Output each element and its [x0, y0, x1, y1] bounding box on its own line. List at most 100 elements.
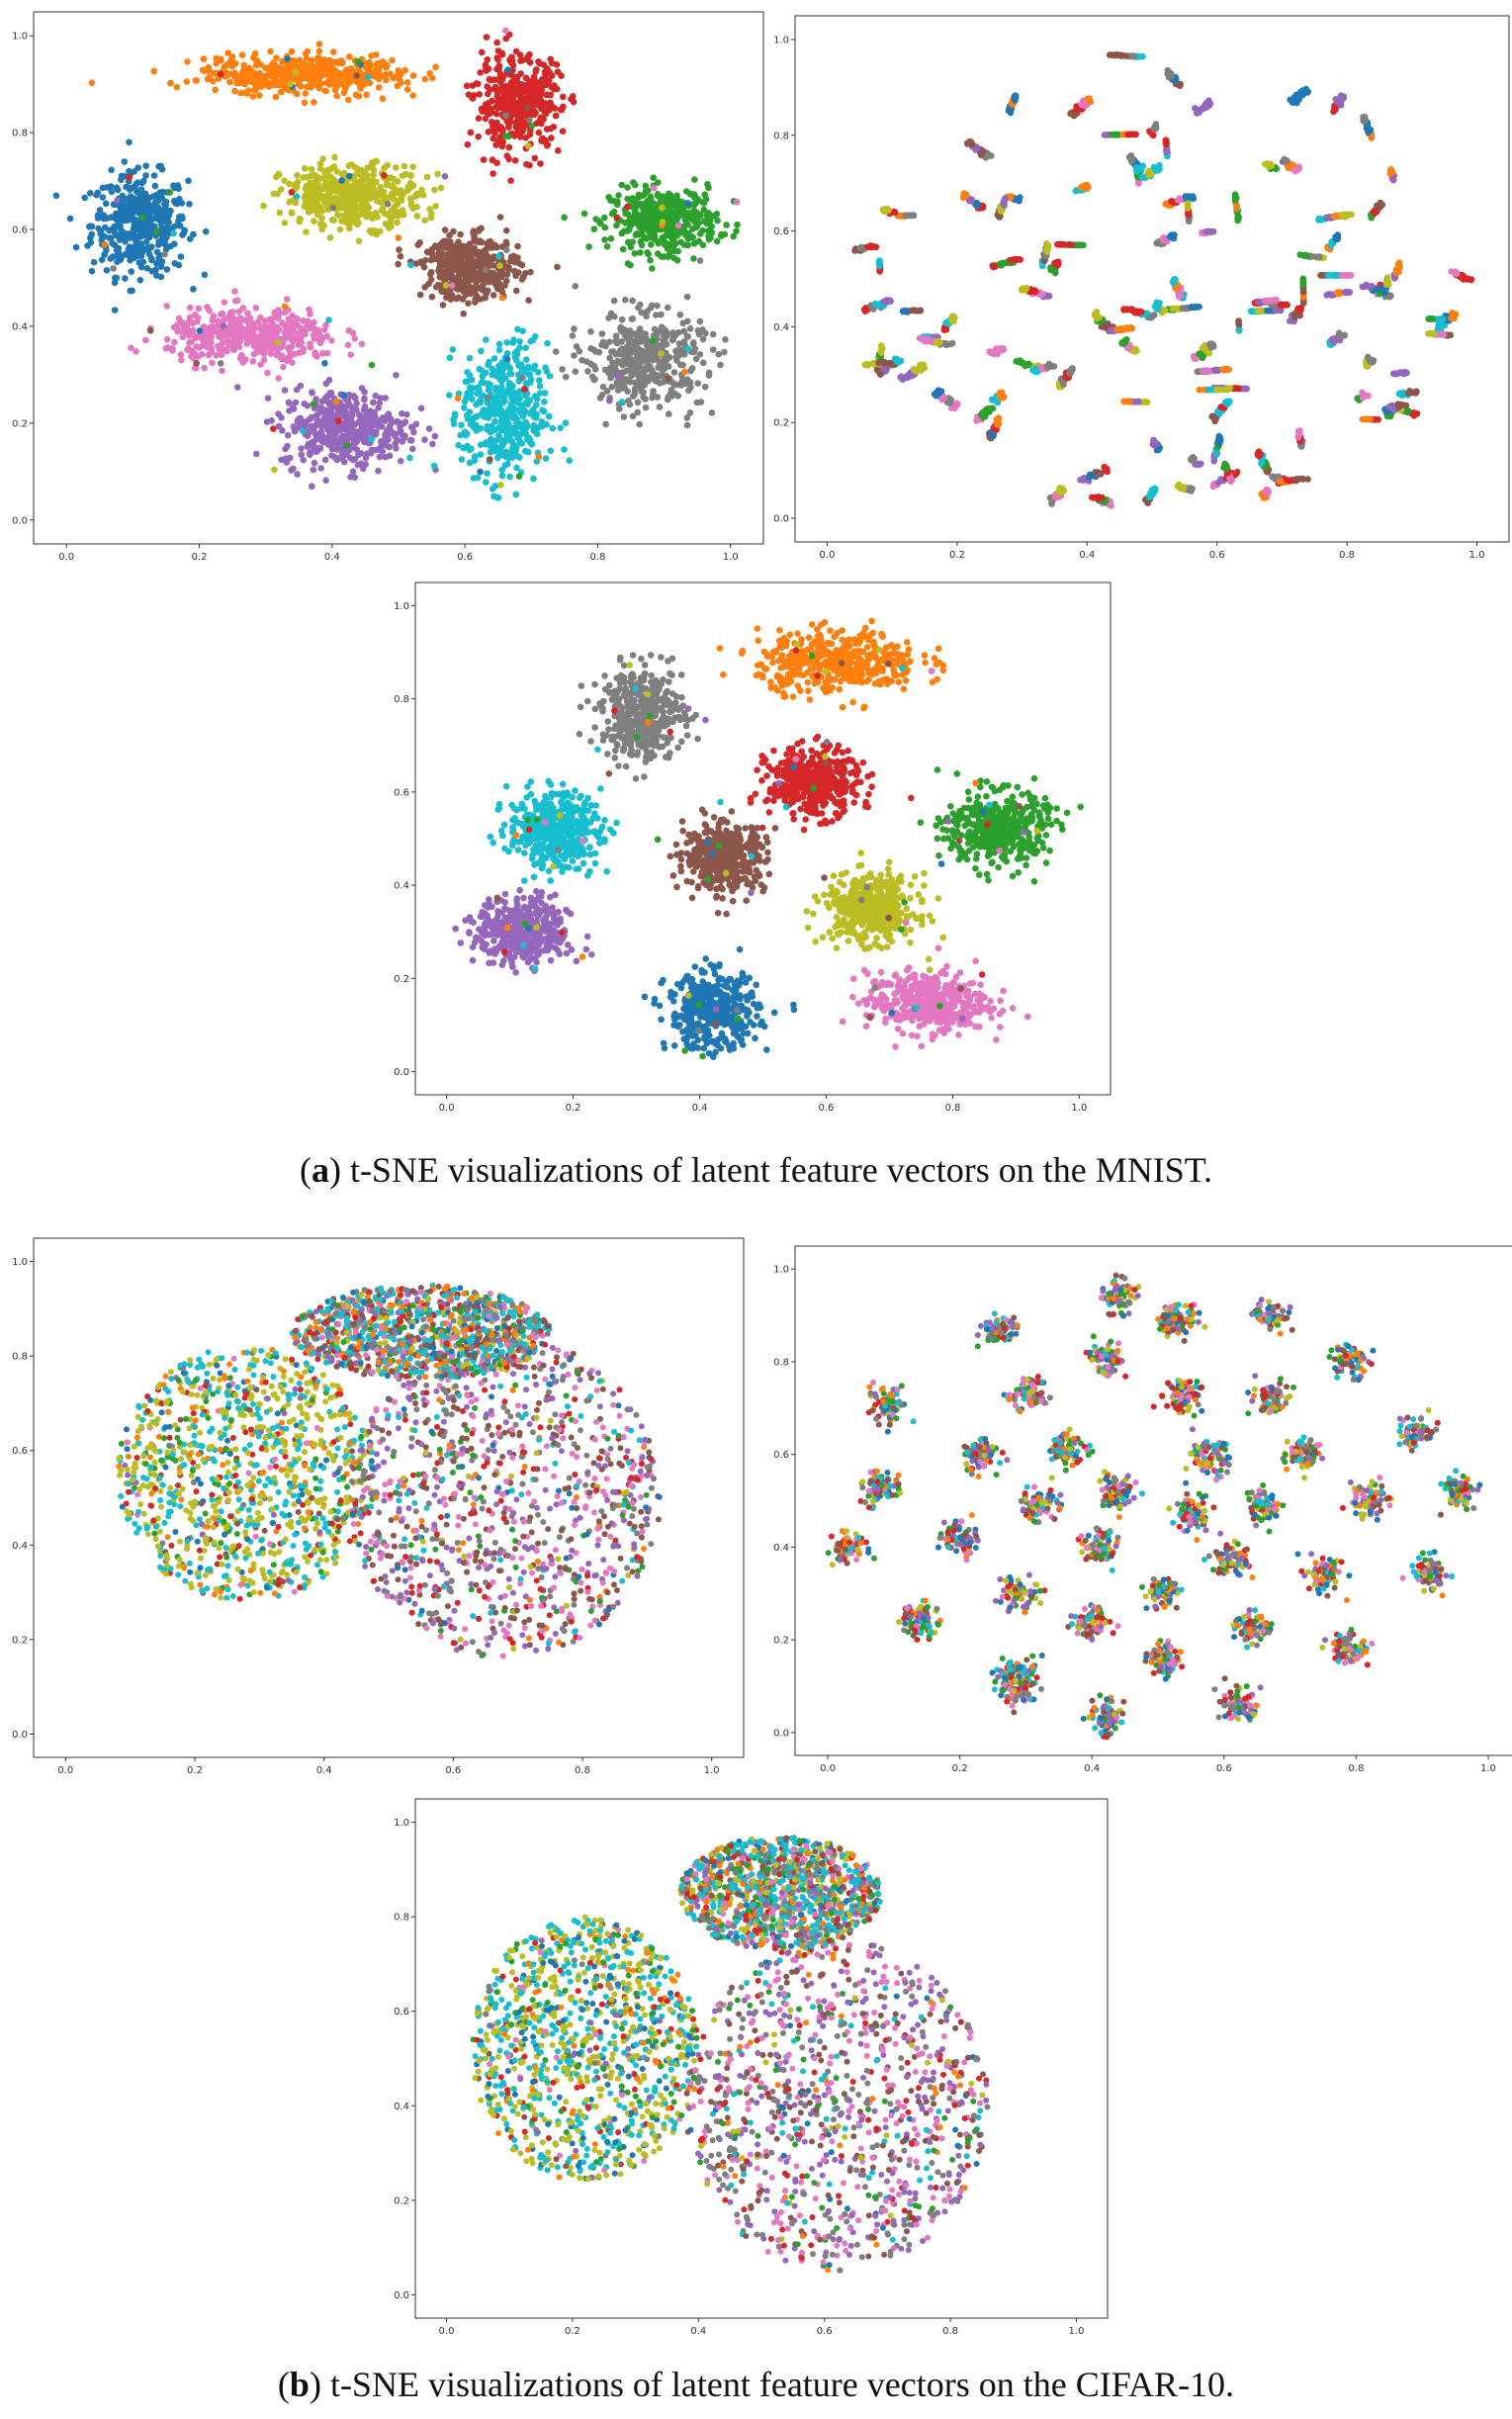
scatter-point	[137, 263, 145, 271]
scatter-point	[552, 112, 560, 120]
scatter-point	[455, 294, 462, 302]
scatter-point	[278, 186, 285, 193]
scatter-point	[208, 348, 216, 356]
scatter-point	[326, 406, 334, 413]
scatter-point	[156, 214, 164, 221]
scatter-point	[317, 430, 325, 438]
scatter-point	[502, 112, 509, 119]
scatter-point	[521, 95, 528, 103]
scatter-point	[252, 86, 259, 94]
scatter-point	[511, 157, 519, 164]
scatter-point	[126, 174, 133, 181]
scatter-point	[341, 425, 348, 433]
scatter-point	[323, 416, 331, 423]
scatter-point	[617, 324, 624, 332]
scatter-point	[416, 291, 424, 299]
scatter-point	[332, 67, 339, 74]
scatter-point	[558, 72, 565, 79]
scatter-point	[177, 253, 185, 260]
scatter-point	[627, 243, 635, 251]
scatter-point	[480, 156, 488, 163]
scatter-point	[477, 425, 485, 432]
scatter-point	[576, 347, 583, 355]
scatter-point	[620, 382, 627, 389]
scatter-point	[696, 211, 704, 219]
scatter-point	[327, 79, 335, 86]
scatter-point	[507, 392, 514, 399]
scatter-point	[643, 224, 650, 231]
scatter-point	[521, 391, 529, 399]
scatter-point	[483, 67, 489, 74]
scatter-point	[136, 276, 144, 284]
y-tick-label: 0.0	[12, 515, 28, 526]
scatter-point	[561, 446, 568, 453]
scatter-point	[111, 279, 119, 287]
x-tick-label: 0.0	[58, 552, 74, 563]
scatter-point	[425, 280, 432, 288]
scatter-point	[355, 418, 363, 426]
scatter-point	[668, 233, 676, 240]
scatter-point	[482, 61, 489, 68]
scatter-point	[323, 186, 331, 193]
scatter-point	[420, 263, 428, 271]
scatter-point	[205, 64, 213, 72]
scatter-point	[374, 214, 381, 221]
scatter-point	[635, 378, 643, 385]
scatter-point	[313, 417, 321, 424]
scatter-point	[177, 351, 185, 358]
scatter-point	[102, 200, 110, 208]
scatter-point	[195, 305, 203, 313]
scatter-point	[140, 177, 147, 185]
scatter-point	[549, 424, 556, 432]
scatter-point	[243, 68, 250, 75]
y-tick-label: 0.6	[12, 225, 28, 236]
scatter-point	[118, 215, 126, 222]
scatter-point	[372, 392, 380, 400]
scatter-point	[304, 432, 311, 440]
scatter-point	[489, 422, 495, 430]
scatter-point	[180, 229, 188, 236]
scatter-point	[307, 343, 314, 351]
scatter-point	[499, 87, 507, 94]
scatter-point	[462, 431, 470, 439]
scatter-point	[256, 78, 263, 85]
scatter-point	[658, 325, 666, 332]
scatter-point	[1045, 293, 1053, 300]
scatter-point	[167, 79, 174, 87]
scatter-point	[562, 419, 570, 427]
scatter-point	[502, 27, 509, 35]
scatter-point	[346, 53, 353, 60]
scatter-point	[1404, 407, 1412, 414]
scatter-point	[427, 271, 434, 278]
scatter-point	[136, 226, 144, 233]
scatter-point	[489, 371, 496, 379]
scatter-point	[699, 241, 707, 249]
scatter-point	[634, 399, 642, 406]
scatter-point	[322, 380, 330, 388]
scatter-point	[685, 387, 692, 395]
scatter-point	[179, 333, 187, 341]
scatter-point	[294, 471, 301, 478]
scatter-point	[275, 410, 282, 417]
scatter-point	[276, 209, 284, 217]
scatter-point	[647, 256, 654, 264]
scatter-point	[163, 335, 171, 343]
scatter-point	[484, 422, 491, 430]
scatter-point	[1017, 358, 1023, 366]
scatter-point	[464, 140, 472, 148]
scatter-point	[482, 266, 489, 274]
scatter-point	[146, 327, 154, 334]
scatter-point	[650, 174, 657, 181]
scatter-point	[186, 339, 193, 347]
scatter-point	[531, 94, 538, 101]
scatter-point	[391, 203, 399, 211]
scatter-point	[315, 409, 323, 417]
scatter-point	[163, 216, 170, 224]
scatter-point	[640, 389, 647, 396]
scatter-point	[281, 387, 289, 394]
scatter-point	[654, 372, 662, 379]
scatter-point	[331, 179, 339, 186]
scatter-point	[128, 344, 134, 352]
scatter-point	[334, 211, 341, 219]
scatter-point	[304, 195, 311, 203]
